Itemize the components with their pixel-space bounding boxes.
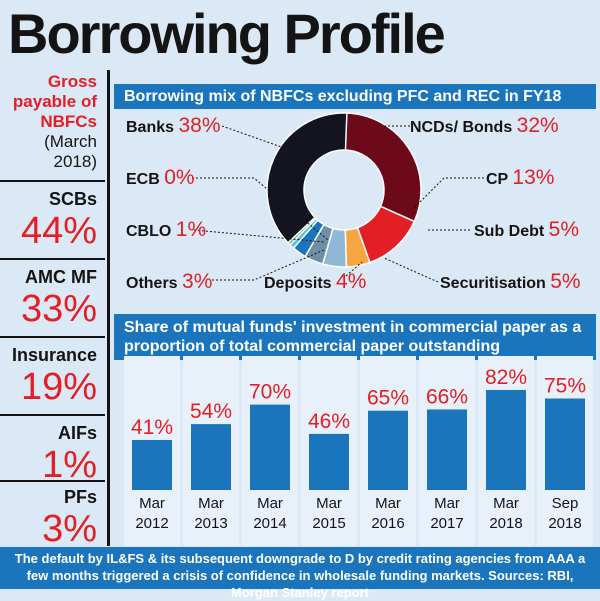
bar-category-label: Sep (552, 495, 579, 512)
donut-leader-line (212, 249, 325, 281)
payable-item-value: 19% (20, 366, 97, 408)
bar-value-label: 82% (485, 366, 527, 389)
bar-category-label: 2018 (489, 515, 522, 532)
bar-sep-2018 (545, 398, 585, 490)
donut-label-ecb: ECB 0% (126, 166, 195, 189)
gross-payable-heading: Gross payable of NBFCs (March 2018) (0, 72, 97, 172)
charts-panel: Borrowing mix of NBFCs excluding PFC and… (114, 80, 596, 545)
donut-label-securitisation: Securitisation 5% (440, 270, 581, 293)
donut-value-label: 32% (517, 114, 559, 137)
bar-category-label: Mar (257, 495, 283, 512)
donut-label-sub-debt: Sub Debt 5% (474, 218, 579, 241)
payable-item-pfs: PFs 3% (42, 486, 97, 550)
bar-category-label: Mar (493, 495, 519, 512)
payable-item-value: 44% (20, 210, 97, 252)
bar-value-label: 41% (131, 416, 173, 439)
bar-value-label: 54% (190, 400, 232, 423)
donut-label-cblo: CBLO 1% (126, 218, 206, 241)
donut-slice-banks (266, 112, 348, 244)
bar-chart-title: Share of mutual funds' investment in com… (114, 314, 596, 360)
payable-item-name: SCBs (48, 189, 97, 209)
page-title: Borrowing Profile (8, 2, 446, 65)
bar-value-label: 70% (249, 381, 291, 404)
bar-mar-2014 (250, 404, 290, 490)
donut-value-label: 5% (550, 270, 580, 293)
bar-value-label: 66% (426, 385, 468, 408)
payable-item-amc-mf: AMC MF 33% (21, 266, 97, 330)
divider (0, 180, 105, 182)
bar-category-label: 2014 (253, 515, 286, 532)
donut-leader-line (413, 177, 484, 209)
donut-value-label: 3% (182, 270, 212, 293)
payable-item-value: 3% (42, 508, 97, 550)
donut-leader-line (345, 261, 363, 277)
bar-category-label: Mar (316, 495, 342, 512)
bar-category-label: 2016 (371, 515, 404, 532)
bar-category-label: Mar (139, 495, 165, 512)
bar-category-label: Mar (434, 495, 460, 512)
bar-category-label: Mar (198, 495, 224, 512)
payable-item-name: PFs (63, 487, 97, 507)
donut-label-cp: CP 13% (486, 166, 554, 189)
donut-leader-line (383, 257, 439, 283)
donut-leader-line (192, 177, 329, 241)
donut-leader-line (193, 229, 325, 243)
bar-value-label: 75% (544, 375, 586, 398)
payable-item-name: AIFs (57, 423, 97, 443)
donut-label-others: Others 3% (126, 270, 212, 293)
donut-value-label: 13% (512, 166, 554, 189)
bar-mar-2017 (427, 409, 467, 490)
payable-item-name: AMC MF (25, 267, 97, 287)
divider (0, 258, 105, 260)
gross-payable-heading-sub: (March 2018) (44, 132, 97, 171)
bar-mar-2015 (309, 433, 349, 490)
bar-mar-2016 (368, 410, 408, 490)
donut-value-label: 1% (176, 218, 206, 241)
bar-chart: 41% Mar 2012 54% Mar 2013 70% Mar 2014 46% Mar 2015… (124, 356, 593, 546)
donut-value-label: 5% (549, 218, 579, 241)
divider (0, 336, 105, 338)
bar-category-label: 2018 (548, 515, 581, 532)
donut-value-label: 38% (178, 114, 220, 137)
bar-category-label: Mar (375, 495, 401, 512)
donut-slice-ncds-bonds (343, 112, 422, 223)
gross-payable-heading-main: Gross payable of NBFCs (12, 72, 97, 131)
bar-category-label: 2012 (135, 515, 168, 532)
bar-mar-2013 (191, 424, 231, 490)
payable-item-scbs: SCBs 44% (21, 188, 97, 252)
payable-item-value: 1% (42, 444, 97, 486)
footer-note: The default by IL&FS & its subsequent do… (0, 547, 600, 600)
payable-item-insurance: Insurance 19% (12, 344, 97, 408)
bar-category-label: 2013 (194, 515, 227, 532)
bar-category-label: 2015 (312, 515, 345, 532)
donut-label-banks: Banks 38% (126, 114, 221, 137)
payable-item-name: Insurance (11, 345, 97, 365)
donut-title: Borrowing mix of NBFCs excluding PFC and… (114, 84, 596, 109)
donut-value-label: 0% (164, 166, 194, 189)
bar-category-label: 2017 (430, 515, 463, 532)
divider (0, 480, 105, 482)
donut-value-label: 4% (336, 270, 366, 293)
gross-payable-panel: Gross payable of NBFCs (March 2018) SCBs… (0, 70, 105, 550)
donut-chart: NCDs/ Bonds 32% CP 13% Sub Debt 5% Securiti… (126, 112, 581, 293)
donut-leader-line (221, 125, 291, 151)
column-divider (107, 70, 110, 546)
bar-value-label: 65% (367, 387, 409, 410)
donut-label-ncds-bonds: NCDs/ Bonds 32% (410, 114, 559, 137)
divider (0, 414, 105, 416)
bar-mar-2012 (132, 439, 172, 490)
bar-value-label: 46% (308, 410, 350, 433)
donut-label-deposits: Deposits 4% (264, 270, 366, 293)
payable-item-value: 33% (20, 288, 97, 330)
payable-item-aifs: AIFs 1% (42, 422, 97, 486)
bar-mar-2018 (486, 389, 526, 490)
